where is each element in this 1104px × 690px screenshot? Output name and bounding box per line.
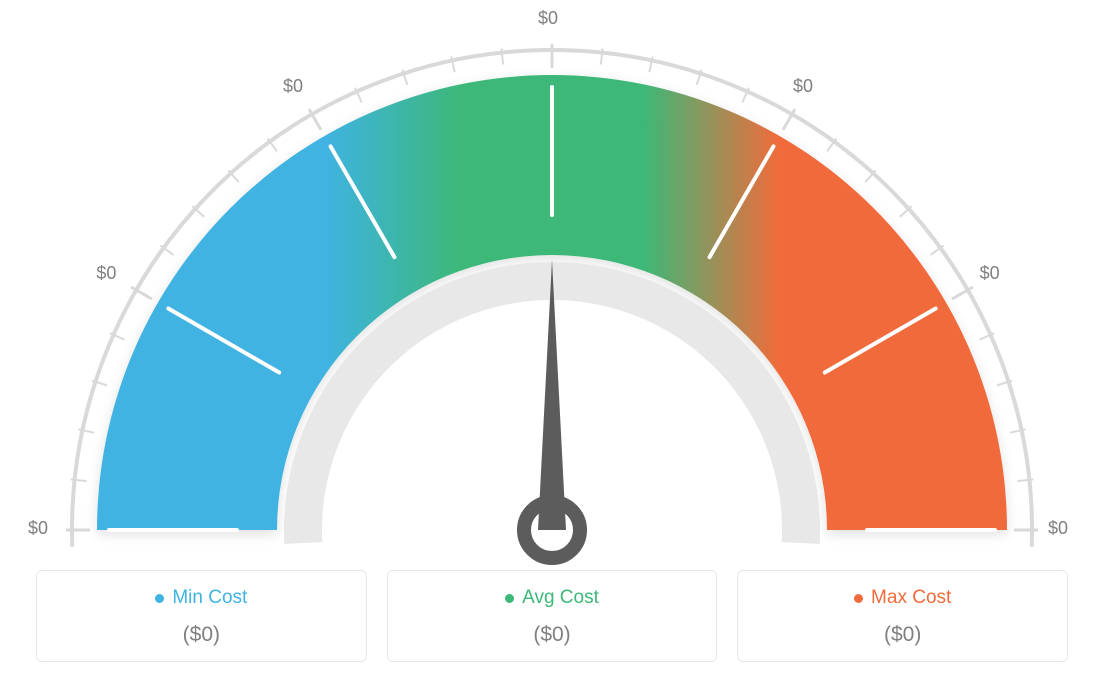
legend-title-min: Min Cost: [155, 587, 247, 609]
legend-card-avg: Avg Cost ($0): [387, 570, 718, 662]
legend-label: Avg Cost: [522, 587, 599, 609]
legend-label: Max Cost: [871, 587, 951, 609]
gauge-scale-label: $0: [538, 8, 558, 29]
gauge-scale-label: $0: [96, 263, 116, 284]
gauge-scale-label: $0: [980, 263, 1000, 284]
legend-card-min: Min Cost ($0): [36, 570, 367, 662]
legend-label: Min Cost: [172, 587, 247, 609]
legend-value: ($0): [748, 623, 1057, 647]
gauge-scale-label: $0: [1048, 518, 1068, 539]
gauge-chart: $0$0$0$0$0$0$0: [52, 10, 1052, 570]
legend-value: ($0): [398, 623, 707, 647]
gauge-scale-label: $0: [793, 76, 813, 97]
legend-dot-min: [155, 594, 164, 603]
gauge-scale-label: $0: [283, 76, 303, 97]
legend-title-avg: Avg Cost: [505, 587, 599, 609]
legend-dot-avg: [505, 594, 514, 603]
gauge-scale-label: $0: [28, 518, 48, 539]
legend-card-max: Max Cost ($0): [737, 570, 1068, 662]
legend-value: ($0): [47, 623, 356, 647]
gauge-svg: [52, 10, 1052, 570]
legend-row: Min Cost ($0) Avg Cost ($0) Max Cost ($0…: [36, 570, 1068, 662]
legend-dot-max: [854, 594, 863, 603]
legend-title-max: Max Cost: [854, 587, 951, 609]
